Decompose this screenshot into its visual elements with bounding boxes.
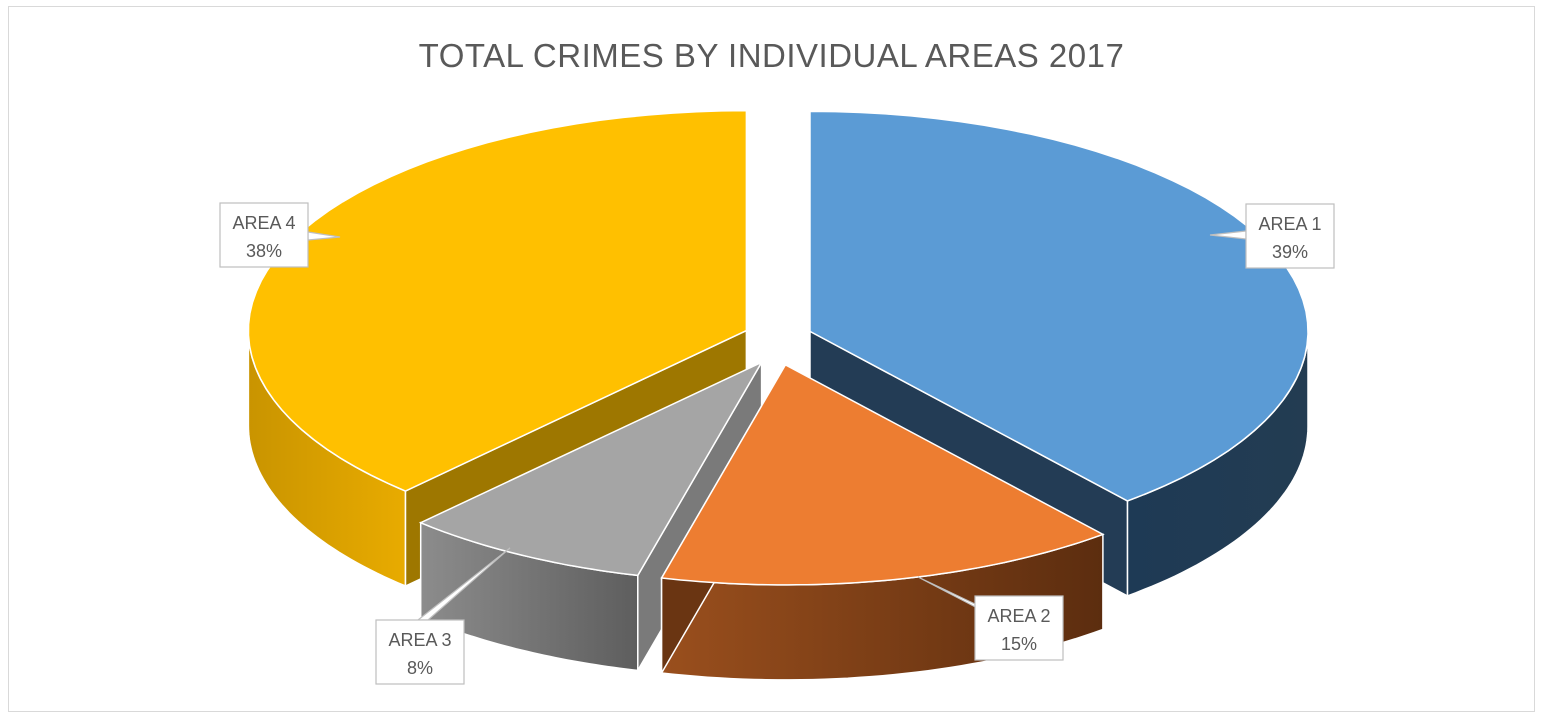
data-label-area-2-name: AREA 2 [987,606,1050,626]
data-label-area-3-name: AREA 3 [388,630,451,650]
data-label-area-3: AREA 3 8% [375,547,511,685]
data-label-area-2: AREA 2 15% [917,576,1064,661]
slice-area-2-top [660,363,1105,586]
data-label-area-1-name: AREA 1 [1258,214,1321,234]
data-label-area-4-name: AREA 4 [232,213,295,233]
slice-area-3-top [418,360,764,577]
data-label-area-2-value: 15% [1001,634,1037,654]
data-label-area-4-value: 38% [246,241,282,261]
data-label-area-3-value: 8% [407,658,433,678]
chart-title: TOTAL CRIMES BY INDIVIDUAL AREAS 2017 [418,37,1125,74]
data-label-area-1-value: 39% [1272,242,1308,262]
data-label-area-4: AREA 4 38% [219,202,341,268]
data-label-area-1: AREA 1 39% [1209,203,1335,269]
